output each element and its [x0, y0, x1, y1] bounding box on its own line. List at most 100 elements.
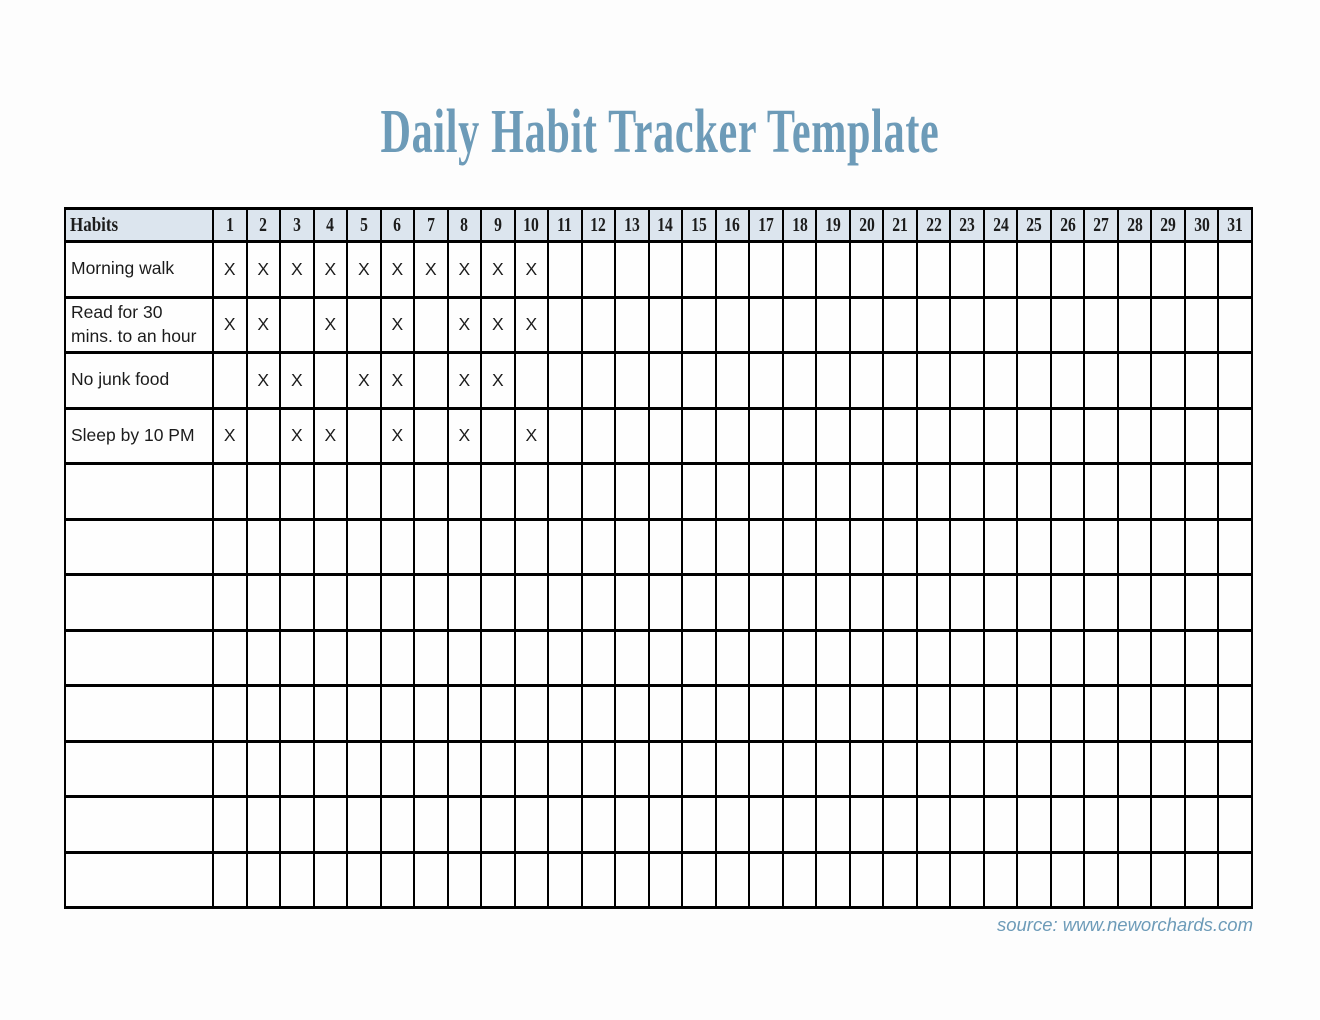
day-cell: [212, 739, 248, 798]
day-cell: [279, 628, 315, 687]
day-cell: [614, 628, 650, 687]
day-cell: [1083, 795, 1119, 854]
day-cell: [1016, 739, 1052, 798]
day-cell: [1116, 628, 1153, 687]
day-cell: X: [279, 406, 315, 465]
day-cell: [714, 795, 751, 854]
day-cell: [1183, 573, 1220, 632]
day-cell: [748, 462, 784, 521]
day-column-header: 27: [1083, 207, 1119, 243]
day-cell: X: [446, 295, 483, 354]
day-cell: [312, 573, 349, 632]
day-cell: [748, 850, 784, 909]
day-cell: [1083, 739, 1119, 798]
day-column-header: 15: [681, 207, 717, 243]
day-cell: [882, 628, 918, 687]
day-column-header: 23: [949, 207, 985, 243]
day-cell: [1083, 850, 1119, 909]
day-cell: [681, 795, 717, 854]
day-cell: [547, 240, 583, 299]
day-cell: [681, 517, 717, 576]
day-cell: [1183, 850, 1220, 909]
day-cell: X: [212, 295, 248, 354]
day-cell: [547, 573, 583, 632]
day-cell: [915, 795, 952, 854]
habit-row: [64, 517, 1253, 576]
day-column-header-label: 25: [1026, 213, 1042, 236]
day-cell: [1083, 684, 1119, 743]
day-cell: [781, 684, 818, 743]
day-cell: [748, 684, 784, 743]
day-cell: [446, 573, 483, 632]
day-cell: [1049, 850, 1086, 909]
day-column-header-label: 11: [557, 213, 573, 236]
day-cell: [480, 517, 516, 576]
day-column-header-label: 21: [892, 213, 908, 236]
day-cell: [279, 573, 315, 632]
day-column-header: 14: [647, 207, 684, 243]
day-cell: [781, 406, 818, 465]
day-column-header-label: 17: [758, 213, 774, 236]
day-cell: [346, 684, 382, 743]
day-cell: [647, 462, 684, 521]
day-column-header-label: 16: [724, 213, 741, 236]
day-cell: [982, 295, 1019, 354]
day-cell: [915, 351, 952, 410]
day-cell: [413, 351, 449, 410]
day-cell: X: [212, 240, 248, 299]
day-cell: [413, 462, 449, 521]
day-column-header-label: 5: [359, 213, 368, 236]
habit-name-cell: [64, 573, 214, 632]
day-cell: [1150, 684, 1186, 743]
day-cell: [1150, 351, 1186, 410]
day-cell: [882, 795, 918, 854]
day-cell: [379, 628, 416, 687]
day-cell: [279, 795, 315, 854]
day-cell: [647, 351, 684, 410]
day-cell: [413, 739, 449, 798]
day-cell: [245, 795, 282, 854]
day-cell: [212, 462, 248, 521]
day-cell: [681, 628, 717, 687]
day-cell: [748, 573, 784, 632]
day-column-header-label: 19: [825, 213, 841, 236]
day-cell: [547, 295, 583, 354]
day-column-header: 28: [1116, 207, 1153, 243]
day-cell: [279, 739, 315, 798]
day-cell: [647, 240, 684, 299]
day-cell: [815, 795, 851, 854]
day-cell: [379, 573, 416, 632]
day-cell: [212, 573, 248, 632]
day-column-header-label: 30: [1193, 213, 1210, 236]
day-column-header: 9: [480, 207, 516, 243]
day-cell: [982, 795, 1019, 854]
day-cell: [815, 850, 851, 909]
day-column-header: 25: [1016, 207, 1052, 243]
habit-name-cell: [64, 628, 214, 687]
day-column-header: 24: [982, 207, 1019, 243]
day-column-header: 17: [748, 207, 784, 243]
day-cell: [681, 573, 717, 632]
page-title: Daily Habit Tracker Template: [0, 98, 1320, 166]
day-column-header-label: 23: [959, 213, 975, 236]
day-cell: [413, 850, 449, 909]
day-cell: [346, 517, 382, 576]
day-cell: X: [212, 406, 248, 465]
day-cell: [982, 462, 1019, 521]
day-cell: [379, 517, 416, 576]
day-cell: [446, 684, 483, 743]
day-column-header-label: 10: [523, 213, 540, 236]
day-cell: [1016, 351, 1052, 410]
day-cell: [781, 351, 818, 410]
day-cell: [580, 795, 617, 854]
day-cell: [681, 850, 717, 909]
day-column-header: 2: [245, 207, 282, 243]
day-column-header-label: 22: [925, 213, 942, 236]
day-cell: [212, 517, 248, 576]
day-cell: [915, 684, 952, 743]
day-cell: [815, 295, 851, 354]
day-column-header: 7: [413, 207, 449, 243]
day-cell: [480, 739, 516, 798]
day-cell: [848, 628, 885, 687]
day-cell: [480, 850, 516, 909]
